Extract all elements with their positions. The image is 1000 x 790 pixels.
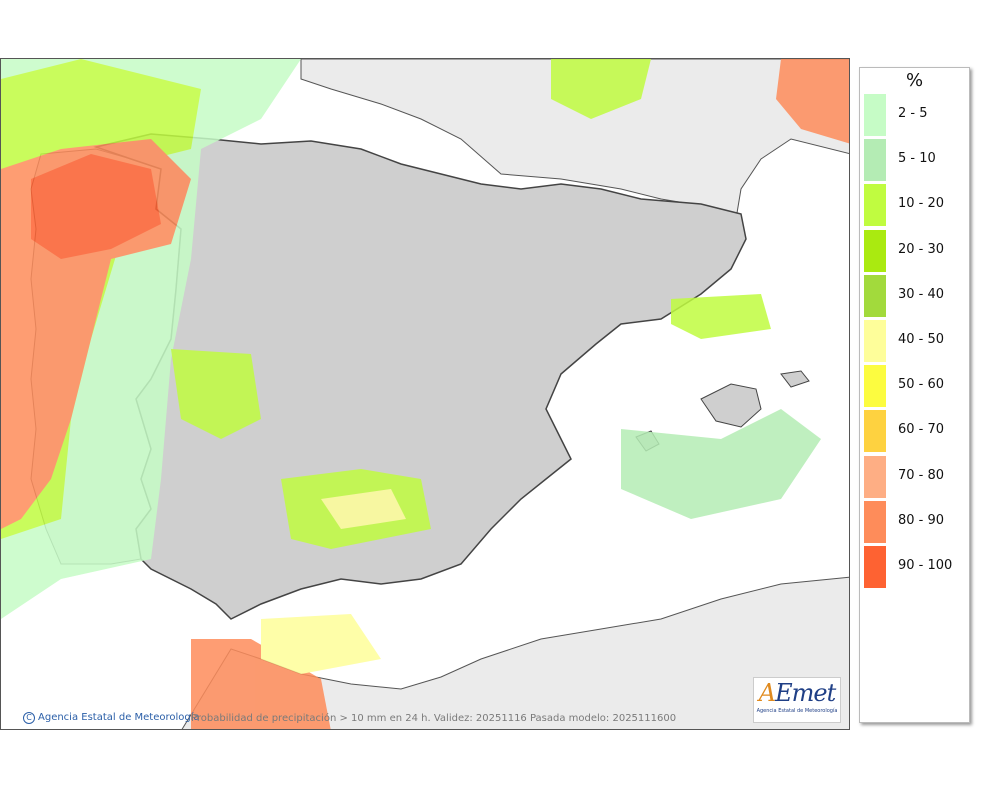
aemet-wordmark: AEmet bbox=[758, 679, 836, 707]
area-jaen-core bbox=[321, 489, 406, 529]
legend-swatch bbox=[864, 365, 886, 408]
legend-item: 5 - 10 bbox=[864, 139, 969, 182]
legend-label: 20 - 30 bbox=[898, 241, 945, 257]
legend-swatch bbox=[864, 455, 886, 498]
legend-swatch bbox=[864, 139, 886, 182]
area-alboran bbox=[261, 614, 381, 674]
legend-item: 20 - 30 bbox=[864, 229, 969, 272]
legend-label: 40 - 50 bbox=[898, 332, 945, 347]
legend-item: 50 - 60 bbox=[864, 365, 969, 408]
aemet-logo-subtitle: Agencia Estatal de Meteorología bbox=[756, 708, 838, 714]
map-caption: Probabilidad de precipitación > 10 mm en… bbox=[191, 713, 677, 724]
copyright-text: Agencia Estatal de Meteorología bbox=[38, 712, 200, 723]
legend-label: 10 - 20 bbox=[898, 196, 945, 212]
area-galicia-red bbox=[31, 154, 161, 259]
legend-swatch bbox=[864, 546, 886, 588]
legend-label: 50 - 60 bbox=[898, 377, 945, 393]
legend-swatch bbox=[864, 410, 886, 453]
legend-item: 70 - 80 bbox=[864, 455, 969, 498]
legend-label: 30 - 40 bbox=[898, 286, 945, 302]
legend-label: 70 - 80 bbox=[898, 467, 945, 483]
legend-swatch bbox=[864, 229, 886, 272]
copyright-notice: C Agencia Estatal de Meteorología bbox=[23, 712, 200, 724]
legend-item: 2 - 5 bbox=[864, 94, 969, 136]
area-strait-red bbox=[191, 639, 331, 729]
legend-item: 40 - 50 bbox=[864, 320, 969, 362]
legend-swatch bbox=[864, 184, 886, 227]
map-canvas bbox=[1, 59, 849, 729]
legend-item: 90 - 100 bbox=[864, 546, 969, 588]
menorca bbox=[780, 370, 810, 388]
mallorca bbox=[700, 383, 762, 428]
legend-swatch bbox=[864, 94, 886, 136]
copyright-icon: C bbox=[23, 712, 35, 724]
legend-item: 30 - 40 bbox=[864, 274, 969, 317]
legend-swatch bbox=[864, 274, 886, 317]
precipitation-areas bbox=[1, 59, 849, 729]
aemet-logo: AEmet Agencia Estatal de Meteorología bbox=[753, 677, 841, 723]
legend-item: 10 - 20 bbox=[864, 184, 969, 227]
legend-label: 60 - 70 bbox=[898, 422, 945, 438]
area-northeast-red bbox=[776, 59, 849, 144]
legend-label: 5 - 10 bbox=[898, 151, 936, 167]
probability-map[interactable]: C Agencia Estatal de Meteorología Probabi… bbox=[0, 58, 850, 730]
legend-label: 80 - 90 bbox=[898, 512, 945, 528]
area-northeast-green bbox=[551, 59, 651, 119]
area-extremadura bbox=[171, 349, 261, 439]
legend-label: 90 - 100 bbox=[898, 558, 953, 573]
legend-item: 60 - 70 bbox=[864, 410, 969, 453]
legend-swatch bbox=[864, 500, 886, 543]
area-valencia-sea bbox=[671, 294, 771, 339]
legend: % 2 - 5 5 - 10 10 - 20 20 - 30 30 - 40 40 - 5… bbox=[859, 67, 970, 723]
area-balearic-green bbox=[621, 409, 821, 519]
legend-label: 2 - 5 bbox=[898, 106, 928, 121]
legend-unit: % bbox=[905, 70, 924, 91]
france-land bbox=[300, 59, 849, 220]
legend-item: 80 - 90 bbox=[864, 500, 969, 543]
legend-swatch bbox=[864, 320, 886, 362]
